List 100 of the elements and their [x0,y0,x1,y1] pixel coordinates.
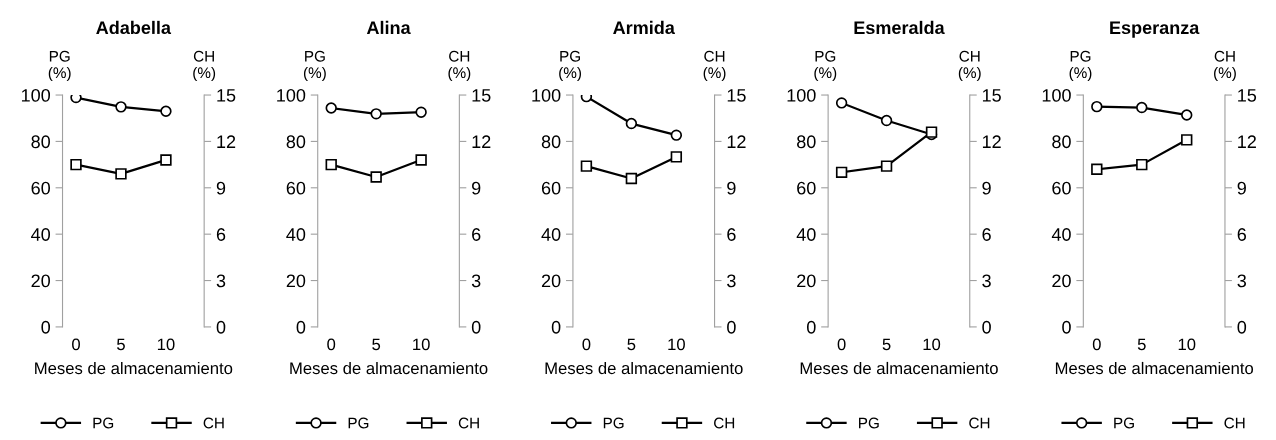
y-axis-title: PG (%) [559,50,582,82]
y2-tick-label: 9 [727,181,736,195]
y2-axis-title: CH (%) [448,50,471,82]
y2-tick-label: 3 [982,274,991,288]
y-tick-label: 80 [286,135,306,149]
y-tick-label: 40 [286,228,306,241]
x-tick-label: 0 [582,338,591,351]
y-tick-label: 0 [296,320,306,334]
x-tick-label: 10 [413,338,430,351]
y-tick-label: 100 [21,88,51,102]
legend-label: PG [1114,417,1134,429]
y-tick-label: 20 [541,274,561,288]
y-axis-title: PG (%) [814,50,837,82]
legend-label: PG [93,417,114,429]
y-tick-label: 0 [551,320,561,334]
y2-tick-label: 12 [217,135,236,148]
x-tick-label: 5 [627,338,636,351]
y2-tick-label: 0 [1237,320,1247,334]
x-axis-title: Meses de almacenamiento [800,361,998,375]
y-tick-label: 100 [532,88,561,102]
y2-tick-label: 3 [1237,274,1247,288]
y2-tick-label: 0 [727,320,736,334]
legend-label: CH [203,417,224,429]
y2-tick-label: 0 [216,320,226,334]
y-tick-label: 80 [31,135,51,149]
y2-tick-label: 6 [216,228,226,241]
x-tick-label: 10 [923,338,941,351]
legend-label: PG [859,417,879,429]
x-tick-label: 5 [117,338,125,351]
y2-tick-label: 15 [472,89,491,102]
y-tick-label: 40 [541,228,561,241]
y2-tick-label: 15 [217,89,236,102]
x-axis-title: Meses de almacenamiento [290,361,488,375]
x-tick-label: 0 [1092,338,1101,351]
y2-tick-label: 0 [982,320,991,334]
x-axis-title: Meses de almacenamiento [545,361,743,375]
legend-label: CH [969,417,990,429]
y2-tick-label: 6 [982,228,991,241]
y-tick-label: 100 [787,88,816,102]
chart-title: Esmeralda [854,20,945,35]
y-tick-label: 40 [31,228,51,241]
y2-tick-label: 6 [1237,228,1247,241]
chart-title: Adabella [96,20,172,35]
y2-axis-title: CH (%) [703,50,726,82]
y-tick-label: 60 [1052,181,1071,195]
legend-label: CH [458,417,479,429]
y-axis-title: PG (%) [303,50,326,82]
x-tick-label: 5 [372,338,381,351]
y-tick-label: 40 [796,228,816,241]
x-tick-label: 0 [72,338,80,351]
chart-title: Armida [613,20,675,35]
y2-tick-label: 12 [1238,135,1256,148]
y2-tick-label: 9 [472,181,481,195]
y-tick-label: 80 [797,135,816,149]
y-tick-label: 40 [1051,228,1071,241]
x-tick-label: 0 [327,338,336,351]
y2-tick-label: 3 [727,274,736,288]
y2-tick-label: 15 [1238,89,1257,102]
y2-tick-label: 12 [982,135,1001,148]
legend-label: CH [714,417,735,429]
y2-tick-label: 12 [472,135,491,148]
y-axis-title: PG (%) [48,50,71,82]
x-tick-label: 0 [837,338,846,351]
y-tick-label: 0 [806,320,816,334]
x-tick-label: 10 [1178,338,1196,351]
y-tick-label: 80 [541,135,561,149]
y2-tick-label: 6 [472,228,481,241]
y2-axis-title: CH (%) [958,50,981,82]
y-tick-label: 20 [31,274,51,288]
y2-tick-label: 3 [471,274,481,288]
y-axis-title: PG (%) [1069,50,1092,82]
y2-tick-label: 15 [982,89,1001,102]
y2-tick-label: 0 [471,320,481,334]
chart-title: Esperanza [1110,21,1200,38]
y2-tick-label: 9 [216,181,226,195]
y-tick-label: 60 [797,181,816,195]
y2-axis-title: CH (%) [1214,50,1236,82]
y-tick-label: 20 [286,274,306,288]
y-tick-label: 100 [1042,88,1071,102]
y-tick-label: 60 [541,181,561,195]
x-axis-title: Meses de almacenamiento [35,361,233,375]
legend-label: PG [603,417,624,429]
y-tick-label: 0 [1062,320,1071,334]
y-tick-label: 20 [797,274,816,288]
y-tick-label: 60 [31,181,51,195]
chart-title: Alina [366,20,411,35]
y2-axis-title: CH (%) [193,50,216,82]
legend-label: PG [348,417,369,429]
x-tick-label: 5 [882,338,891,351]
x-tick-label: 10 [668,338,685,351]
x-tick-label: 10 [157,338,175,351]
legend-label: CH [1224,417,1245,429]
x-axis-title: Meses de almacenamiento [1055,361,1254,375]
x-tick-label: 5 [1137,338,1146,351]
y-tick-label: 60 [286,181,306,195]
y-tick-label: 100 [277,88,306,102]
y2-tick-label: 15 [727,89,746,102]
y-tick-label: 80 [1052,135,1071,149]
y2-tick-label: 9 [982,181,991,195]
y-tick-label: 0 [41,320,51,334]
